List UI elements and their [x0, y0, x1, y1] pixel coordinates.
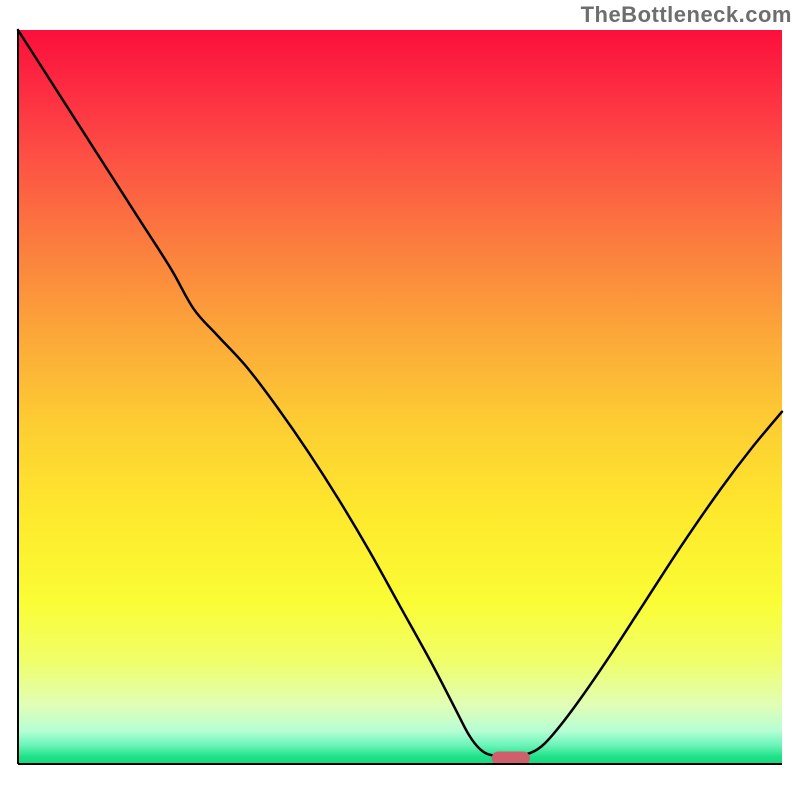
gradient-background [18, 30, 782, 764]
optimal-marker [492, 752, 530, 765]
chart-container: TheBottleneck.com [0, 0, 800, 800]
watermark-text: TheBottleneck.com [581, 2, 792, 28]
bottleneck-chart [0, 0, 800, 800]
